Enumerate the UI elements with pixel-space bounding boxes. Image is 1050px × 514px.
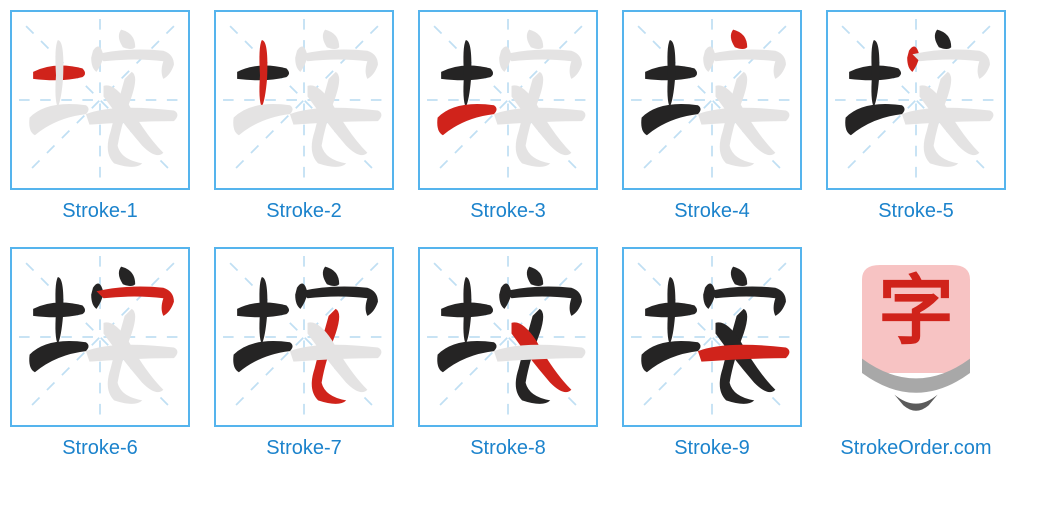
stroke-cell-2: Stroke-2 bbox=[214, 10, 394, 223]
stroke-6-roof-right bbox=[504, 50, 581, 79]
stroke-4-roof-dot bbox=[935, 30, 951, 49]
stroke-tile-7 bbox=[214, 247, 394, 427]
logo-tile: 字 bbox=[826, 247, 1006, 427]
stroke-4-roof-dot bbox=[323, 30, 339, 49]
stroke-4-roof-dot bbox=[731, 30, 747, 49]
stroke-2-earth-vertical bbox=[871, 40, 879, 107]
stroke-caption-3: Stroke-3 bbox=[470, 200, 546, 223]
stroke-diagram-svg bbox=[216, 12, 392, 188]
stroke-cell-1: Stroke-1 bbox=[10, 10, 190, 223]
stroke-tile-5 bbox=[826, 10, 1006, 190]
stroke-caption-9: Stroke-9 bbox=[674, 437, 750, 460]
stroke-diagram-svg bbox=[216, 249, 392, 425]
stroke-6-roof-right bbox=[708, 50, 785, 79]
stroke-4-roof-dot bbox=[323, 267, 339, 286]
stroke-4-roof-dot bbox=[527, 30, 543, 49]
stroke-tile-6 bbox=[10, 247, 190, 427]
stroke-2-earth-vertical bbox=[55, 277, 63, 344]
stroke-6-roof-right bbox=[912, 50, 989, 79]
stroke-caption-7: Stroke-7 bbox=[266, 437, 342, 460]
stroke-cell-4: Stroke-4 bbox=[622, 10, 802, 223]
stroke-6-roof-right bbox=[708, 287, 785, 316]
stroke-6-roof-right bbox=[300, 287, 377, 316]
logo-letter: 字 bbox=[878, 270, 954, 354]
stroke-caption-5: Stroke-5 bbox=[878, 200, 954, 223]
stroke-caption-1: Stroke-1 bbox=[62, 200, 138, 223]
stroke-cell-9: Stroke-9 bbox=[622, 247, 802, 460]
stroke-tile-2 bbox=[214, 10, 394, 190]
stroke-tile-8 bbox=[418, 247, 598, 427]
stroke-2-earth-vertical bbox=[463, 277, 471, 344]
stroke-caption-4: Stroke-4 bbox=[674, 200, 750, 223]
stroke-cell-3: Stroke-3 bbox=[418, 10, 598, 223]
stroke-caption-6: Stroke-6 bbox=[62, 437, 138, 460]
stroke-4-roof-dot bbox=[527, 267, 543, 286]
stroke-cell-8: Stroke-8 bbox=[418, 247, 598, 460]
stroke-6-roof-right bbox=[504, 287, 581, 316]
stroke-2-earth-vertical bbox=[55, 40, 63, 107]
stroke-6-roof-right bbox=[96, 287, 173, 316]
stroke-2-earth-vertical bbox=[259, 40, 267, 107]
stroke-order-grid: Stroke-1 Stroke-2 Stroke-3 Stroke-4 Stro… bbox=[10, 10, 1006, 460]
stroke-diagram-svg bbox=[420, 12, 596, 188]
stroke-4-roof-dot bbox=[119, 267, 135, 286]
attribution-caption: StrokeOrder.com bbox=[840, 437, 991, 460]
stroke-diagram-svg bbox=[828, 12, 1004, 188]
stroke-tile-3 bbox=[418, 10, 598, 190]
stroke-tile-1 bbox=[10, 10, 190, 190]
stroke-diagram-svg bbox=[12, 12, 188, 188]
stroke-tile-9 bbox=[622, 247, 802, 427]
stroke-caption-2: Stroke-2 bbox=[266, 200, 342, 223]
stroke-2-earth-vertical bbox=[259, 277, 267, 344]
logo-cell: 字 StrokeOrder.com bbox=[826, 247, 1006, 460]
logo-svg: 字 bbox=[826, 247, 1006, 427]
stroke-2-earth-vertical bbox=[463, 40, 471, 107]
stroke-tile-4 bbox=[622, 10, 802, 190]
stroke-2-earth-vertical bbox=[667, 277, 675, 344]
stroke-2-earth-vertical bbox=[667, 40, 675, 107]
stroke-4-roof-dot bbox=[731, 267, 747, 286]
stroke-diagram-svg bbox=[12, 249, 188, 425]
stroke-4-roof-dot bbox=[119, 30, 135, 49]
stroke-cell-5: Stroke-5 bbox=[826, 10, 1006, 223]
stroke-6-roof-right bbox=[300, 50, 377, 79]
stroke-diagram-svg bbox=[624, 12, 800, 188]
stroke-diagram-svg bbox=[420, 249, 596, 425]
stroke-diagram-svg bbox=[624, 249, 800, 425]
stroke-cell-6: Stroke-6 bbox=[10, 247, 190, 460]
stroke-cell-7: Stroke-7 bbox=[214, 247, 394, 460]
stroke-6-roof-right bbox=[96, 50, 173, 79]
stroke-caption-8: Stroke-8 bbox=[470, 437, 546, 460]
